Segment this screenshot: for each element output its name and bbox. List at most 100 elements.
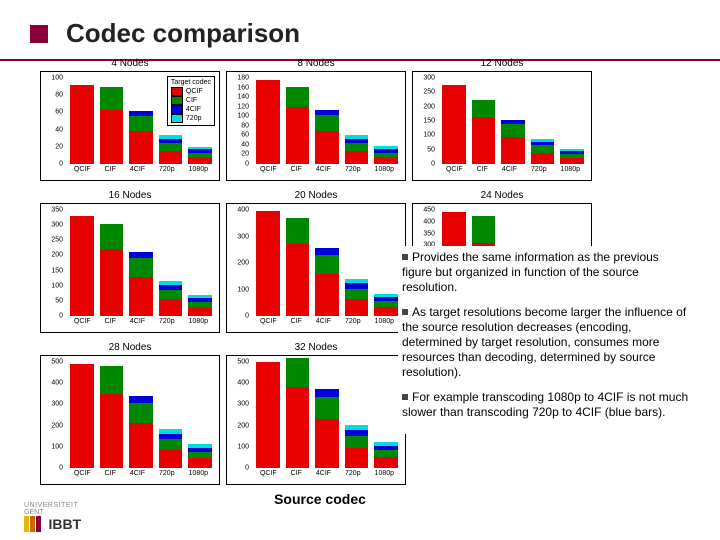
bar-segment xyxy=(315,131,339,164)
bar-segment xyxy=(315,255,339,274)
bar-segment xyxy=(129,131,153,164)
bar-segment xyxy=(159,290,183,299)
bar-segment xyxy=(345,289,369,299)
bar-segment xyxy=(100,110,124,164)
y-ticks: 0100200300400 xyxy=(227,210,251,316)
bar-group xyxy=(374,146,398,164)
bar-group xyxy=(256,80,280,164)
legend-label: QCIF xyxy=(186,88,203,96)
panel-title: 32 Nodes xyxy=(227,342,405,353)
bar-group xyxy=(345,425,369,468)
bar-segment xyxy=(501,137,525,164)
footer-bar-icon xyxy=(30,516,35,532)
legend-swatch xyxy=(171,96,183,105)
panel-title: 12 Nodes xyxy=(413,58,591,69)
bar-segment xyxy=(374,457,398,468)
bar-group xyxy=(188,444,212,468)
bar-segment xyxy=(188,308,212,316)
bar-segment xyxy=(374,157,398,164)
chart-panel: 32 Nodes0100200300400500QCIFCIF4CIF720p1… xyxy=(226,355,406,485)
bar-group xyxy=(70,364,94,468)
footer-bar-icon xyxy=(36,516,41,532)
panel-title: 20 Nodes xyxy=(227,190,405,201)
bar-group xyxy=(159,429,183,468)
bar-group xyxy=(345,279,369,316)
legend-swatch xyxy=(171,105,183,114)
bar-segment xyxy=(286,218,310,245)
footer-brand: IBBT xyxy=(49,516,82,532)
panel-title: 8 Nodes xyxy=(227,58,405,69)
bar-group xyxy=(560,149,584,164)
bar-segment xyxy=(286,358,310,388)
x-ticks: QCIFCIF4CIF720p1080p xyxy=(67,470,215,482)
note-paragraph: As target resolutions become larger the … xyxy=(402,305,692,380)
bar-group xyxy=(531,139,555,164)
bar-segment xyxy=(100,87,124,109)
bar-segment xyxy=(531,153,555,164)
bar-group xyxy=(188,147,212,164)
bar-segment xyxy=(286,107,310,164)
bar-group xyxy=(70,85,94,164)
panel-title: 28 Nodes xyxy=(41,342,219,353)
legend-title: Target codec xyxy=(171,79,211,87)
bar-segment xyxy=(501,124,525,137)
bar-segment xyxy=(129,277,153,316)
y-ticks: 020406080100120140160180 xyxy=(227,78,251,164)
bar-segment xyxy=(442,85,466,164)
bullet-icon xyxy=(402,254,408,260)
bar-group xyxy=(100,87,124,164)
bar-group xyxy=(129,111,153,164)
bar-group xyxy=(286,358,310,468)
bar-segment xyxy=(188,458,212,468)
bar-segment xyxy=(345,448,369,468)
bar-segment xyxy=(100,366,124,394)
bar-segment xyxy=(129,396,153,403)
bar-segment xyxy=(70,364,94,468)
bar-group xyxy=(256,211,280,316)
legend-label: CIF xyxy=(186,97,197,105)
chart-panel: 8 Nodes020406080100120140160180QCIFCIF4C… xyxy=(226,71,406,181)
x-ticks: QCIFCIF4CIF720p1080p xyxy=(253,318,401,330)
bar-group xyxy=(442,85,466,164)
bar-segment xyxy=(159,143,183,151)
bar-group xyxy=(501,120,525,164)
bar-segment xyxy=(100,224,124,250)
note-paragraph: For example transcoding 1080p to 4CIF is… xyxy=(402,390,692,420)
bar-segment xyxy=(159,450,183,468)
bar-segment xyxy=(70,85,94,164)
bar-group xyxy=(100,366,124,468)
bar-segment xyxy=(472,117,496,164)
bar-segment xyxy=(315,274,339,316)
panel-title: 24 Nodes xyxy=(413,190,591,201)
bar-group xyxy=(345,135,369,164)
notes-box: Provides the same information as the pre… xyxy=(398,246,696,434)
panel-title: 16 Nodes xyxy=(41,190,219,201)
bar-segment xyxy=(159,151,183,164)
bullet-icon xyxy=(402,309,408,315)
bar-group xyxy=(374,294,398,316)
bar-segment xyxy=(345,151,369,164)
legend-item: QCIF xyxy=(171,87,211,96)
bar-segment xyxy=(159,299,183,316)
bar-segment xyxy=(315,115,339,130)
bar-group xyxy=(188,295,212,316)
slide: Codec comparison Factor 4 Nodes020406080… xyxy=(0,0,720,540)
x-axis-label: Source codec xyxy=(40,491,600,507)
chart-panel: 16 Nodes050100150200250300350QCIFCIF4CIF… xyxy=(40,203,220,333)
legend-swatch xyxy=(171,87,183,96)
y-ticks: 0100200300400500 xyxy=(41,362,65,468)
bar-segment xyxy=(315,389,339,397)
bar-segment xyxy=(256,211,280,316)
bar-segment xyxy=(100,394,124,468)
chart-panel: 20 Nodes0100200300400QCIFCIF4CIF720p1080… xyxy=(226,203,406,333)
bar-group xyxy=(315,389,339,468)
bullet-icon xyxy=(402,394,408,400)
bar-group xyxy=(70,216,94,316)
plot-area xyxy=(67,210,215,316)
plot-area xyxy=(253,78,401,164)
bar-segment xyxy=(286,244,310,316)
panel-title: 4 Nodes xyxy=(41,58,219,69)
y-ticks: 050100150200250300 xyxy=(413,78,437,164)
bar-segment xyxy=(315,397,339,419)
bar-group xyxy=(315,110,339,164)
